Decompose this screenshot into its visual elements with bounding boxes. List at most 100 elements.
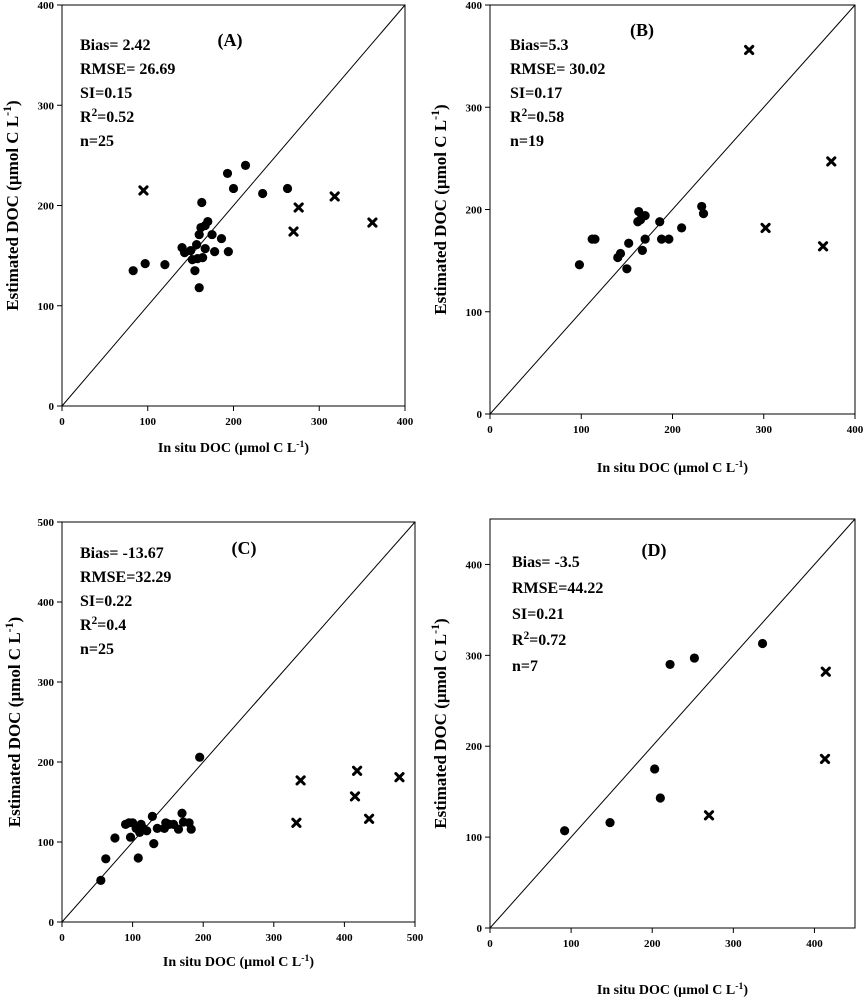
- y-tick-label: 200: [466, 205, 483, 217]
- outlier-point: [295, 775, 306, 786]
- plot-frame: [489, 518, 856, 929]
- data-point: [192, 239, 202, 250]
- y-axis-label-main: Estimated DOC (µmol C L: [431, 634, 450, 829]
- x-axis-label-tail: ): [743, 461, 748, 476]
- stat-line-sup: 2: [92, 107, 98, 119]
- y-tick-label: 400: [466, 0, 483, 12]
- data-point: [574, 260, 585, 270]
- data-point: [200, 244, 210, 254]
- stat-line-tail: =0.72: [529, 632, 566, 649]
- y-axis-label-main: Estimated DOC (µmol C L: [3, 116, 22, 311]
- y-axis-label-tail: ): [5, 617, 24, 623]
- data-point: [605, 817, 615, 828]
- data-point: [697, 201, 707, 212]
- data-point: [640, 211, 650, 221]
- plot-frame: [61, 521, 416, 923]
- stat-line-main: R: [80, 617, 92, 634]
- outlier-point: [760, 222, 771, 234]
- stat-line: Bias= -13.67: [80, 545, 164, 562]
- stat-line: RMSE= 30.02: [510, 61, 605, 78]
- stat-line: n=7: [512, 658, 538, 675]
- data-point: [757, 638, 768, 649]
- y-axis-label-main: Estimated DOC (µmol C L: [431, 120, 450, 315]
- data-point: [194, 229, 204, 240]
- stat-line: RMSE=32.29: [80, 569, 171, 586]
- y-tick-label: 200: [38, 757, 55, 769]
- data-point: [622, 264, 632, 274]
- y-tick-label: 100: [466, 307, 483, 319]
- y-axis-label: Estimated DOC (µmol C L-1): [0, 100, 22, 310]
- outlier-point: [367, 217, 378, 228]
- y-tick-label: 300: [466, 102, 483, 114]
- x-tick-label: 300: [756, 424, 773, 436]
- stat-line: RMSE=44.22: [512, 580, 603, 597]
- outlier-point: [364, 813, 375, 824]
- x-axis-label-sup: -1: [301, 953, 309, 964]
- panel-label: (C): [232, 538, 257, 559]
- stat-line-tail: =0.52: [97, 109, 134, 126]
- x-tick-label: 500: [407, 932, 424, 944]
- x-tick-label: 200: [195, 932, 212, 944]
- data-point: [198, 253, 208, 263]
- outlier-point: [394, 772, 405, 783]
- x-tick-label: 300: [725, 938, 742, 950]
- y-tick-label: 200: [466, 741, 483, 753]
- outlier-point: [138, 185, 149, 196]
- outlier-point: [744, 44, 755, 56]
- data-point: [147, 811, 157, 822]
- y-tick-label: 300: [38, 677, 55, 689]
- data-point: [624, 238, 634, 248]
- outlier-point: [288, 226, 299, 237]
- x-axis-label-main: In situ DOC (µmol C L: [597, 461, 735, 476]
- y-tick-label: 200: [38, 201, 55, 213]
- stat-line: SI=0.22: [80, 593, 132, 610]
- data-point: [282, 183, 293, 194]
- data-point: [240, 160, 251, 170]
- data-point: [650, 764, 660, 774]
- data-point: [665, 659, 675, 670]
- outlier-point: [293, 202, 304, 213]
- x-tick-label: 100: [563, 938, 580, 950]
- x-tick-label: 0: [487, 938, 493, 950]
- stat-line-tail: =0.4: [97, 617, 126, 634]
- stat-line: R2=0.52: [80, 107, 134, 126]
- outlier-point: [703, 810, 715, 821]
- x-axis-label: In situ DOC (µmol C L-1): [597, 459, 749, 477]
- outlier-point: [349, 791, 361, 802]
- data-point: [125, 832, 136, 842]
- data-point: [152, 823, 162, 834]
- x-tick-label: 400: [806, 938, 823, 950]
- y-tick-label: 100: [38, 837, 55, 849]
- stat-line: R2=0.58: [510, 107, 564, 126]
- data-point: [160, 260, 170, 270]
- data-point: [194, 283, 204, 293]
- x-tick-label: 400: [336, 932, 353, 944]
- stat-line-tail: =0.58: [527, 109, 564, 126]
- data-point: [258, 188, 268, 199]
- stat-line: SI=0.15: [80, 85, 132, 102]
- data-point: [698, 208, 709, 219]
- x-axis-label-tail: ): [304, 441, 309, 456]
- data-point: [677, 223, 687, 233]
- one-to-one-line: [489, 4, 856, 415]
- y-tick-label: 0: [49, 917, 55, 929]
- data-point: [664, 234, 674, 244]
- y-tick-label: 400: [466, 559, 483, 571]
- stat-line: Bias= 2.42: [80, 37, 150, 54]
- stat-line-main: R: [512, 632, 524, 649]
- y-tick-label: 100: [38, 301, 55, 313]
- y-tick-label: 400: [38, 597, 55, 609]
- data-point: [590, 234, 600, 244]
- stat-line: n=19: [510, 133, 544, 150]
- data-point: [133, 853, 143, 863]
- stat-line: SI=0.21: [512, 606, 564, 623]
- data-point: [655, 217, 665, 227]
- stat-line: n=25: [80, 133, 114, 150]
- outlier-point: [352, 765, 363, 776]
- x-tick-label: 300: [266, 932, 283, 944]
- panel-c: 0 100 200 300 400 500 0 100 200 300 400 500 In situ …: [2, 517, 424, 970]
- data-point: [655, 793, 665, 803]
- data-point: [140, 259, 150, 269]
- stat-line-sup: 2: [92, 615, 98, 627]
